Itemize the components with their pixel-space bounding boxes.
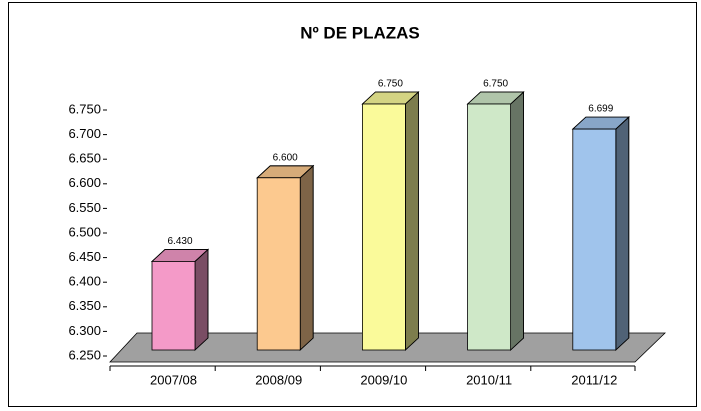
y-tick-label: 6.700 — [68, 126, 101, 141]
bar-side-shade — [404, 91, 419, 351]
x-tick-label: 2009/10 — [360, 372, 407, 387]
bar — [572, 128, 617, 351]
y-tick-label: 6.550 — [68, 200, 101, 215]
x-tick-label: 2007/08 — [150, 372, 197, 387]
bar-side-shade — [510, 91, 524, 351]
y-tick-label: 6.450 — [68, 249, 101, 264]
bar — [151, 261, 196, 351]
value-label: 6.750 — [378, 79, 403, 90]
bar — [361, 103, 406, 351]
y-tick-label: 6.250 — [68, 347, 101, 362]
y-tick-label: 6.400 — [68, 274, 101, 289]
y-tick-label: 6.650 — [68, 151, 101, 166]
y-tick-label: 6.750 — [68, 101, 101, 116]
y-tick-label: 6.500 — [68, 224, 101, 239]
x-tick-label: 2008/09 — [255, 372, 302, 387]
chart-title: Nº DE PLAZAS — [300, 23, 420, 42]
x-tick-label: 2011/12 — [571, 372, 617, 387]
bar-side-shade — [615, 116, 630, 351]
bar — [256, 177, 301, 351]
bar-side-shade — [299, 164, 314, 351]
value-label: 6.699 — [588, 104, 613, 115]
value-label: 6.430 — [167, 236, 192, 247]
bar — [467, 103, 512, 351]
y-tick-label: 6.600 — [68, 175, 101, 190]
y-tick-label: 6.300 — [68, 323, 101, 338]
x-tick-label: 2010/11 — [466, 372, 512, 387]
y-tick-label: 6.350 — [68, 298, 101, 313]
value-label: 6.600 — [273, 152, 298, 163]
value-label: 6.750 — [483, 79, 508, 90]
bar-side-shade — [194, 248, 209, 351]
